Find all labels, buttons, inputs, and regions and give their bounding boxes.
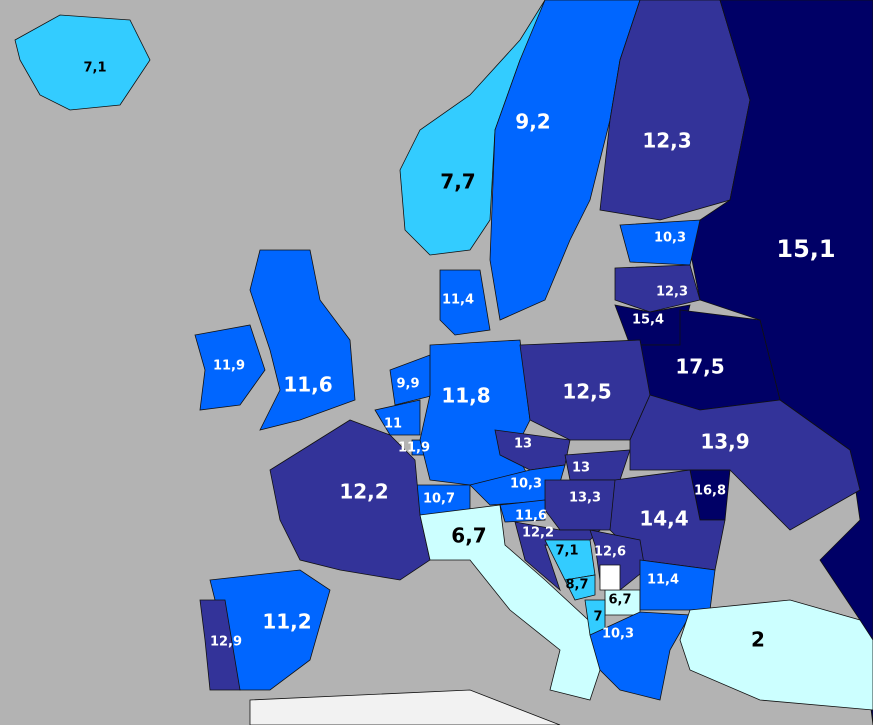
region-label: 11,8 — [441, 384, 490, 408]
region-label: 13 — [572, 461, 590, 476]
region-label: 13,3 — [569, 491, 601, 506]
region-label: 12,5 — [562, 380, 611, 404]
region-label: 11,4 — [647, 573, 679, 588]
region — [499, 499, 546, 523]
region — [14, 14, 151, 111]
region-label: 12,9 — [210, 635, 242, 650]
region-label: 12,2 — [339, 480, 388, 504]
region — [419, 504, 611, 701]
region-label: 6,7 — [451, 524, 486, 548]
region-label: 9,9 — [396, 377, 419, 392]
region-label: 12,3 — [642, 129, 691, 153]
region-label: 9,2 — [515, 110, 550, 134]
region — [564, 574, 596, 601]
region-label: 10,3 — [510, 477, 542, 492]
region — [439, 269, 491, 336]
region-label: 7,1 — [83, 61, 106, 76]
region-label: 13 — [514, 437, 532, 452]
region-label: 7 — [593, 610, 602, 625]
region — [374, 399, 421, 436]
region-label: 12,2 — [522, 526, 554, 541]
region-label: 10,3 — [602, 627, 634, 642]
region-label: 11,4 — [442, 293, 474, 308]
region-label: 16,8 — [694, 484, 726, 499]
region-label: 10,7 — [423, 492, 455, 507]
region-label: 11,9 — [398, 441, 430, 456]
region-label: 6,7 — [608, 593, 631, 608]
region — [629, 394, 861, 531]
region — [419, 339, 531, 486]
region-label: 13,9 — [700, 430, 749, 454]
region-label: 12,3 — [656, 285, 688, 300]
region — [249, 249, 356, 431]
region-label: 17,5 — [675, 355, 724, 379]
region — [199, 599, 241, 691]
region-label: 10,3 — [654, 231, 686, 246]
region-label: 11 — [384, 417, 402, 432]
region — [589, 611, 691, 701]
region-label: 8,7 — [565, 578, 588, 593]
labels: 7,1 7,7 9,2 12,3 15,1 10,3 12,3 15,4 17,5 11,4 11,… — [83, 61, 835, 652]
region — [614, 264, 701, 313]
region-label: 14,4 — [639, 507, 688, 531]
region — [194, 324, 266, 411]
region-label: 11,6 — [515, 509, 547, 524]
region-label: 2 — [751, 628, 765, 652]
region-label: 7,1 — [555, 544, 578, 559]
region-label: 12,6 — [594, 545, 626, 560]
region-label: 11,2 — [262, 610, 311, 634]
region-label: 15,1 — [776, 235, 835, 263]
kosovo — [599, 564, 621, 591]
region-label: 11,9 — [213, 359, 245, 374]
region-label: 7,7 — [440, 170, 475, 194]
regions — [14, 0, 873, 725]
region-label: 11,6 — [283, 373, 332, 397]
africa — [249, 689, 561, 725]
region-label: 15,4 — [632, 313, 664, 328]
region — [679, 599, 873, 711]
